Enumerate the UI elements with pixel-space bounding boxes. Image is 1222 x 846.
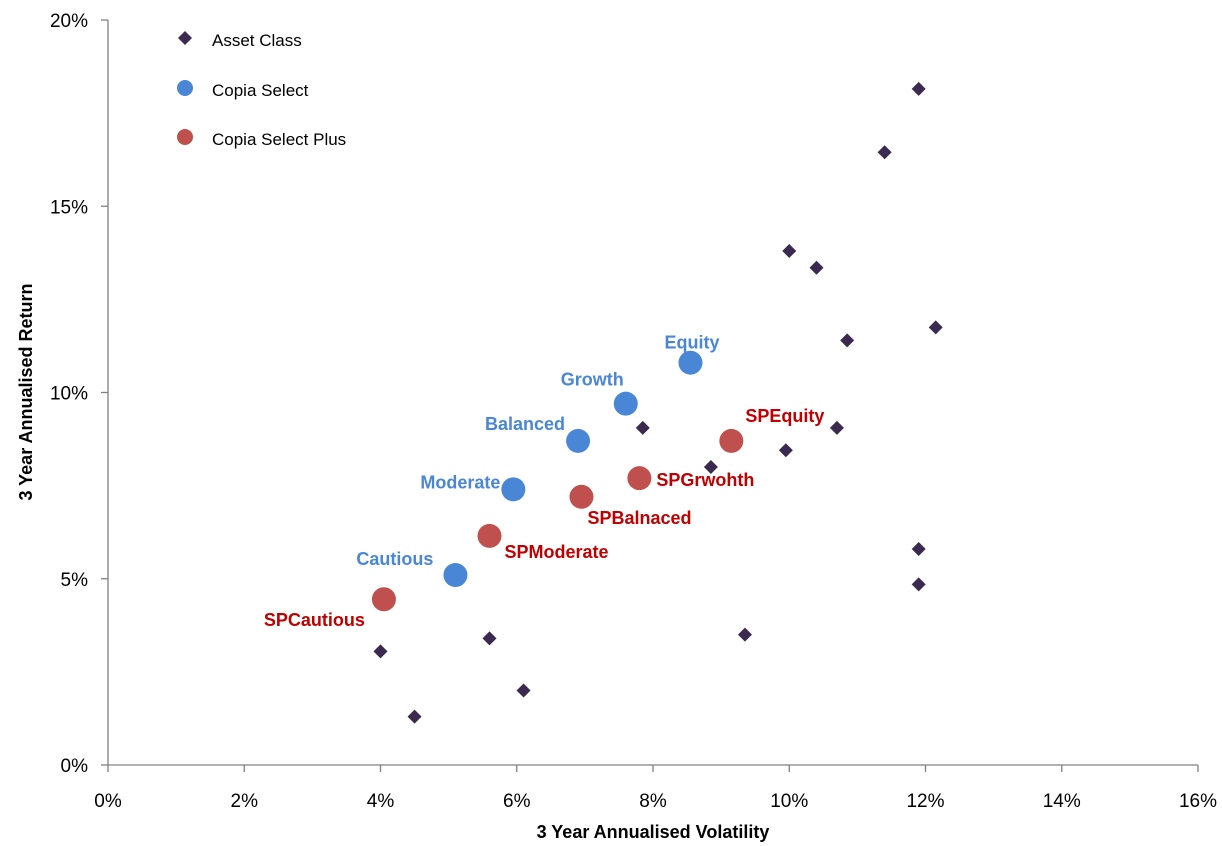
asset-class-marker (911, 541, 926, 556)
asset-class-marker (829, 420, 844, 435)
asset-class-marker (407, 709, 422, 724)
y-tick-label: 5% (61, 570, 89, 591)
x-tick-label: 4% (367, 791, 395, 812)
x-tick-label: 2% (231, 791, 259, 812)
copia-select-plus-marker (569, 484, 594, 509)
copia-select-marker (613, 391, 638, 416)
copia-select-plus-marker (627, 466, 652, 491)
legend-label: Copia Select (212, 81, 309, 100)
y-tick-label: 10% (50, 384, 88, 405)
legend-label: Copia Select Plus (212, 130, 346, 149)
point-label: SPBalnaced (587, 508, 691, 528)
x-tick-label: 14% (1043, 791, 1081, 812)
point-label: SPEquity (745, 406, 824, 426)
point-label: Growth (561, 370, 624, 390)
y-axis-title: 3 Year Annualised Return (16, 283, 36, 500)
asset-class-marker (482, 631, 497, 646)
y-tick-label: 0% (61, 756, 89, 777)
copia-select-marker (678, 350, 703, 375)
labels-layer: Cautious Moderate Balanced Growth Equity SPCa… (264, 333, 824, 631)
legend: Asset Class Copia Select Copia Select Plus (177, 31, 346, 149)
asset-class-marker (928, 320, 943, 335)
point-label: Balanced (485, 414, 565, 434)
x-tick-label: 8% (639, 791, 667, 812)
x-tick-label: 6% (503, 791, 531, 812)
x-tick-label: 12% (906, 791, 944, 812)
point-label: Equity (664, 333, 719, 353)
asset-class-marker (782, 243, 797, 258)
copia-select-plus-marker (371, 587, 396, 612)
copia-select-marker (443, 563, 468, 588)
legend-marker-copia-select-plus (177, 129, 193, 145)
y-tick-label: 15% (50, 197, 88, 218)
x-tick-label: 10% (770, 791, 808, 812)
asset-class-marker (703, 460, 718, 474)
axes-layer: 0% 2% 4% 6% 8% 10% 12% 14% 16% 0% 5% 10% 15% 20% (50, 11, 1217, 812)
point-label: Cautious (356, 549, 433, 569)
legend-marker-copia-select (177, 80, 193, 96)
x-tick-label: 0% (94, 791, 122, 812)
asset-class-marker (809, 260, 824, 275)
asset-class-marker (778, 443, 793, 458)
copia-select-marker (566, 428, 591, 453)
x-tick-label: 16% (1179, 791, 1217, 812)
points-layer (371, 81, 943, 724)
point-label: SPGrwohth (656, 470, 754, 490)
copia-select-plus-marker (719, 428, 744, 453)
x-axis-title: 3 Year Annualised Volatility (537, 822, 770, 842)
asset-class-marker (911, 577, 926, 592)
copia-select-marker (501, 477, 526, 502)
point-label: SPModerate (505, 542, 609, 562)
asset-class-marker (911, 81, 926, 96)
asset-class-marker (840, 333, 855, 348)
asset-class-marker (737, 627, 752, 642)
legend-marker-asset-class (178, 31, 192, 45)
asset-class-marker (373, 644, 388, 659)
asset-class-marker (635, 420, 650, 435)
point-label: Moderate (420, 472, 500, 492)
point-label: SPCautious (264, 610, 365, 630)
asset-class-marker (516, 683, 531, 698)
copia-select-plus-marker (477, 523, 502, 548)
asset-class-marker (877, 145, 892, 160)
y-tick-label: 20% (50, 11, 88, 32)
legend-label: Asset Class (212, 31, 302, 50)
